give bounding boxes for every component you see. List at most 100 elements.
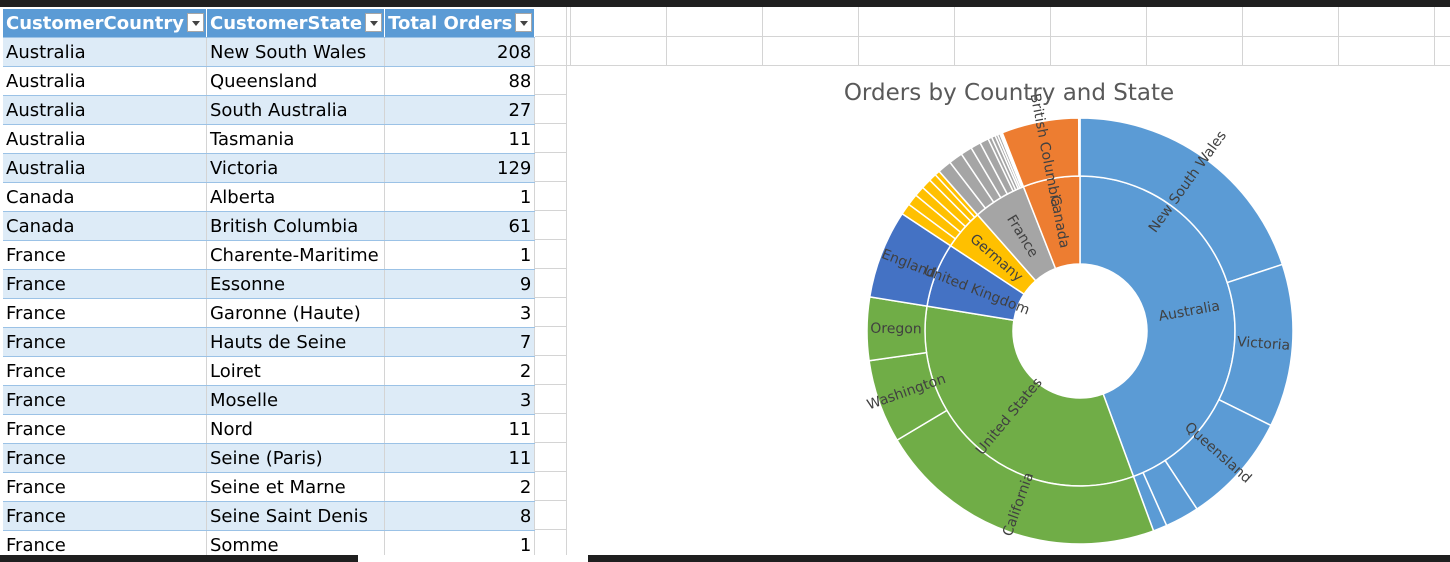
table-row: France Charente-Maritime 1: [3, 240, 536, 270]
table-row: France Essonne 9: [3, 269, 536, 299]
header-total-orders[interactable]: Total Orders: [384, 9, 536, 38]
table-row: France Seine (Paris) 11: [3, 443, 536, 473]
grid-line: [858, 7, 859, 67]
cell-total-orders[interactable]: 88: [384, 66, 536, 96]
cell-state[interactable]: Essonne: [206, 269, 386, 299]
table-row: France Nord 11: [3, 414, 536, 444]
table-body: Australia New South Wales 208 Australia Quee…: [3, 37, 536, 560]
header-label: CustomerCountry: [6, 12, 184, 34]
table-row: Australia New South Wales 208: [3, 37, 536, 67]
cell-state[interactable]: Tasmania: [206, 124, 386, 154]
table-row: Australia Tasmania 11: [3, 124, 536, 154]
cell-country[interactable]: France: [3, 530, 207, 560]
cell-country[interactable]: Australia: [3, 66, 207, 96]
grid-line: [954, 7, 955, 67]
cell-state[interactable]: Seine (Paris): [206, 443, 386, 473]
cell-total-orders[interactable]: 129: [384, 153, 536, 183]
sunburst-outer-segment[interactable]: [1077, 117, 1081, 177]
header-customer-country[interactable]: CustomerCountry: [3, 9, 207, 38]
cell-total-orders[interactable]: 2: [384, 356, 536, 386]
cell-state[interactable]: British Columbia: [206, 211, 386, 241]
cell-state[interactable]: Nord: [206, 414, 386, 444]
cell-state[interactable]: Moselle: [206, 385, 386, 415]
cell-total-orders[interactable]: 1: [384, 530, 536, 560]
cell-country[interactable]: Canada: [3, 211, 207, 241]
active-sheet-tab[interactable]: [358, 555, 588, 562]
header-label: Total Orders: [388, 12, 513, 34]
cell-state[interactable]: South Australia: [206, 95, 386, 125]
cell-state[interactable]: Charente-Maritime: [206, 240, 386, 270]
cell-country[interactable]: France: [3, 269, 207, 299]
chart-title: Orders by Country and State: [843, 80, 1175, 106]
table-header-row: CustomerCountry CustomerState Total Orde…: [3, 9, 536, 38]
table-row: France Hauts de Seine 7: [3, 327, 536, 357]
filter-dropdown-icon[interactable]: [515, 13, 533, 32]
grid-line: [1434, 7, 1435, 67]
cell-country[interactable]: France: [3, 385, 207, 415]
grid-line: [570, 7, 571, 67]
sheet-tab-bar: [0, 555, 1450, 562]
cell-country[interactable]: Australia: [3, 95, 207, 125]
cell-total-orders[interactable]: 1: [384, 240, 536, 270]
filter-dropdown-icon[interactable]: [365, 13, 383, 32]
table-row: Australia South Australia 27: [3, 95, 536, 125]
cell-country[interactable]: France: [3, 327, 207, 357]
header-customer-state[interactable]: CustomerState: [206, 9, 386, 38]
cell-total-orders[interactable]: 11: [384, 443, 536, 473]
cell-country[interactable]: France: [3, 298, 207, 328]
cell-country[interactable]: France: [3, 472, 207, 502]
grid-line: [475, 65, 1450, 66]
cell-total-orders[interactable]: 9: [384, 269, 536, 299]
cell-country[interactable]: Canada: [3, 182, 207, 212]
cell-country[interactable]: France: [3, 443, 207, 473]
table-row: France Seine et Marne 2: [3, 472, 536, 502]
cell-state[interactable]: Victoria: [206, 153, 386, 183]
table-row: France Garonne (Haute) 3: [3, 298, 536, 328]
cell-total-orders[interactable]: 2: [384, 472, 536, 502]
sunburst-label-victoria: Victoria: [1236, 334, 1290, 354]
header-label: CustomerState: [209, 12, 363, 34]
cell-state[interactable]: Queensland: [206, 66, 386, 96]
sunburst-svg: New South WalesVictoriaQueenslandCalifor…: [865, 92, 1294, 545]
cell-total-orders[interactable]: 208: [384, 37, 536, 67]
grid-line: [1242, 7, 1243, 67]
cell-country[interactable]: Australia: [3, 37, 207, 67]
cell-country[interactable]: France: [3, 356, 207, 386]
column-header-strip: [0, 0, 1450, 7]
grid-line: [1146, 7, 1147, 67]
cell-total-orders[interactable]: 11: [384, 414, 536, 444]
cell-country[interactable]: France: [3, 414, 207, 444]
cell-total-orders[interactable]: 7: [384, 327, 536, 357]
table-row: France Seine Saint Denis 8: [3, 501, 536, 531]
cell-country[interactable]: Australia: [3, 124, 207, 154]
cell-total-orders[interactable]: 3: [384, 298, 536, 328]
cell-state[interactable]: Hauts de Seine: [206, 327, 386, 357]
cell-state[interactable]: New South Wales: [206, 37, 386, 67]
cell-state[interactable]: Seine Saint Denis: [206, 501, 386, 531]
cell-total-orders[interactable]: 8: [384, 501, 536, 531]
cell-total-orders[interactable]: 27: [384, 95, 536, 125]
table-row: Canada Alberta 1: [3, 182, 536, 212]
cell-state[interactable]: Garonne (Haute): [206, 298, 386, 328]
cell-total-orders[interactable]: 61: [384, 211, 536, 241]
table-row: France Loiret 2: [3, 356, 536, 386]
sunburst-chart[interactable]: Orders by Country and State New South Wa…: [568, 66, 1450, 555]
filter-dropdown-icon[interactable]: [186, 13, 204, 32]
cell-country[interactable]: Australia: [3, 153, 207, 183]
table-row: Australia Victoria 129: [3, 153, 536, 183]
cell-state[interactable]: Seine et Marne: [206, 472, 386, 502]
cell-total-orders[interactable]: 11: [384, 124, 536, 154]
orders-table[interactable]: CustomerCountry CustomerState Total Orde…: [3, 9, 536, 560]
cell-total-orders[interactable]: 3: [384, 385, 536, 415]
cell-state[interactable]: Alberta: [206, 182, 386, 212]
grid-line: [762, 7, 763, 67]
table-row: Canada British Columbia 61: [3, 211, 536, 241]
cell-country[interactable]: France: [3, 240, 207, 270]
cell-total-orders[interactable]: 1: [384, 182, 536, 212]
table-row: Australia Queensland 88: [3, 66, 536, 96]
cell-country[interactable]: France: [3, 501, 207, 531]
cell-state[interactable]: Loiret: [206, 356, 386, 386]
grid-line: [666, 7, 667, 67]
sunburst-label-oregon: Oregon: [870, 321, 922, 338]
grid-line: [475, 36, 1450, 37]
